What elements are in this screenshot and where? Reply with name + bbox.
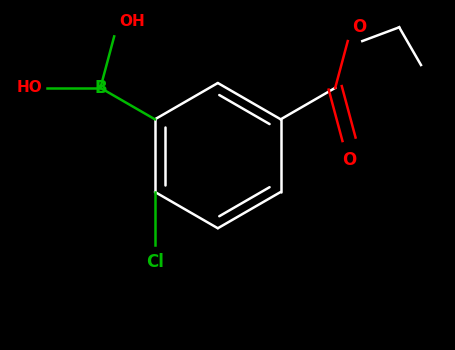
Text: O: O	[342, 151, 356, 169]
Text: B: B	[94, 79, 107, 97]
Text: Cl: Cl	[146, 253, 164, 271]
Text: OH: OH	[119, 14, 145, 29]
Text: HO: HO	[16, 80, 42, 95]
Text: O: O	[352, 18, 366, 36]
